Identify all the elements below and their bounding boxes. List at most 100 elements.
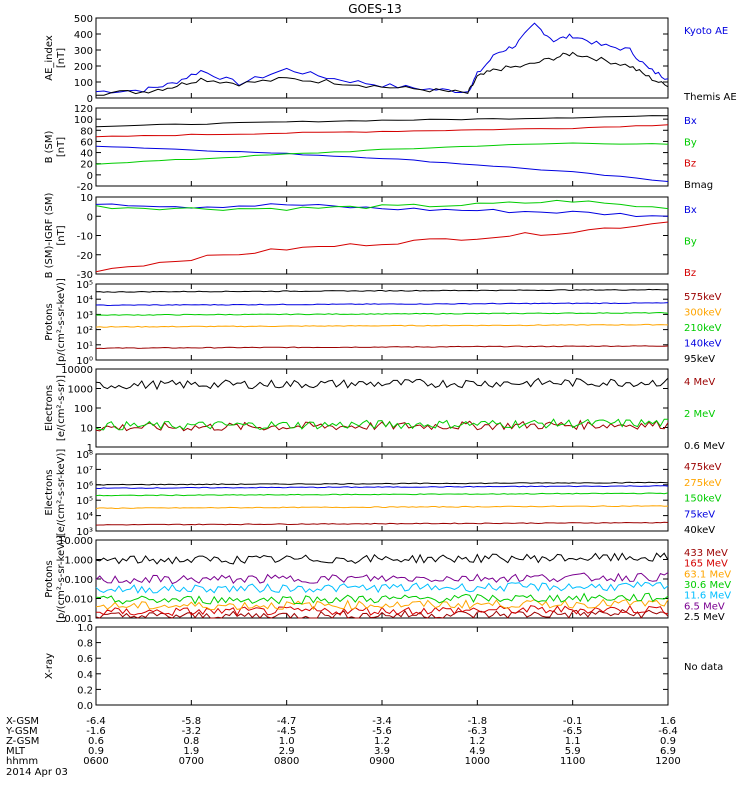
series-line-2-5-MeV [95,552,669,565]
y-axis-label: Protons [44,303,55,340]
series-line-300keV [95,323,669,328]
series-line-6-5-MeV [95,572,669,585]
series-line-150keV [95,492,669,497]
y-tick-label: 0 [87,171,93,182]
orbit-value: -1.8 [468,716,488,727]
y-tick-label: 0 [87,94,93,105]
orbit-value: -4.7 [277,716,297,727]
legend-Bmag: Bmag [684,180,713,191]
orbit-value: -4.5 [277,726,297,737]
orbit-value: 0.9 [660,736,676,747]
legend-75keV: 75keV [684,509,715,520]
legend-4-MeV: 4 MeV [684,377,715,388]
series-line-Bz [95,124,669,138]
orbit-value: -6.5 [563,726,583,737]
legend-140keV: 140keV [684,339,722,350]
series-line-75keV [95,485,669,490]
orbit-row-label: X-GSM [6,716,39,727]
legend-Themis-AE: Themis AE [683,92,737,103]
panel-frame [95,453,669,532]
orbit-value: -5.6 [372,726,392,737]
orbit-value: 1.6 [660,716,676,727]
series-line-63-1-MeV [95,598,669,611]
orbit-value: 5.9 [565,746,581,757]
orbit-value: 0900 [369,756,394,767]
orbit-value: 0.6 [88,736,104,747]
panel-frame [95,17,669,99]
y-tick-label: 200 [74,62,93,73]
y-tick-label: 20 [80,160,93,171]
orbit-value: 1.9 [183,746,199,757]
series-line-By [95,142,669,165]
orbit-value: 2.9 [279,746,295,757]
y-tick-label: 100 [74,115,93,126]
series-line-By [95,199,669,211]
series-line-4-MeV [95,419,669,432]
legend-2-MeV: 2 MeV [684,409,715,420]
orbit-value: -6.3 [468,726,488,737]
series-line-Bx [95,203,669,218]
legend-Bz: Bz [684,268,696,279]
y-tick-label: 0.8 [77,639,93,650]
legend-210keV: 210keV [684,323,722,334]
orbit-value: 4.9 [469,746,485,757]
y-tick-label: 10¹ [76,341,93,352]
y-tick-label: 120 [74,104,93,115]
legend-Bx: Bx [684,205,697,216]
legend-150keV: 150keV [684,494,722,505]
y-tick-label: 1.0 [77,623,93,634]
y-tick-label: 10⁷ [76,465,93,476]
y-axis-unit: [e/(cm²-s-sr)] [56,375,67,441]
legend-575keV: 575keV [684,292,722,303]
y-tick-label: 1 [87,443,93,454]
y-tick-label: -20 [77,182,93,193]
orbit-value: -0.1 [563,716,583,727]
series-line-Bmag [95,115,669,128]
series-line-210keV [95,311,669,316]
y-axis-label: Electrons [44,385,55,431]
y-tick-label: 40 [80,149,93,160]
y-axis-label: B (SM)-IGRF (SM) [44,193,55,279]
panel-5: 1 10 100 1000 10000 Electrons [e/(cm²-s-sr)] 4 … [44,365,725,454]
legend-Bx: Bx [684,116,697,127]
legend-6-5-MeV: 6.5 MeV [684,601,725,612]
series-line-0-6-MeV [95,377,669,391]
y-tick-label: 0.6 [77,654,93,665]
orbit-value: -3.2 [182,726,202,737]
no-data-note: No data [684,662,723,673]
y-tick-label: 1000 [68,385,93,396]
orbit-value: 0600 [83,756,108,767]
orbit-value: -1.6 [86,726,106,737]
series-line-Bx [95,145,669,182]
legend-40keV: 40keV [684,525,715,536]
series-line-475keV [95,521,669,526]
series-line-95keV [95,288,669,293]
y-axis-label: Electrons [44,469,55,515]
y-tick-label: 10⁴ [76,512,93,523]
y-axis-unit: [nT] [56,225,67,245]
y-tick-label: 10000 [61,365,93,376]
y-tick-label: 60 [80,137,93,148]
series-line-575keV [95,345,669,350]
y-tick-label: 0 [87,212,93,223]
y-axis-unit: [nT] [56,48,67,68]
panel-frame [95,283,669,361]
y-axis-label: X-ray [44,653,55,679]
y-axis-label: AE_index [44,35,55,81]
legend-11-6-MeV: 11.6 MeV [684,591,731,602]
orbit-value: -3.4 [372,716,392,727]
panel-frame [95,626,669,706]
orbit-value: -6.4 [86,716,106,727]
orbit-value: 1.1 [565,736,581,747]
orbit-row-label: Y-GSM [5,726,38,737]
panel-3: -30 -20 -10 0 10 B (SM)-IGRF (SM) [nT] Bx By Bz [44,193,697,281]
orbit-value: 1.0 [279,736,295,747]
y-tick-label: 0.100 [64,575,93,586]
orbit-row-label: Z-GSM [6,736,39,747]
legend-275keV: 275keV [684,478,722,489]
orbit-value: 3.9 [374,746,390,757]
y-tick-label: 10⁴ [76,295,93,306]
y-tick-label: 10⁵ [76,280,93,291]
y-tick-label: 0.0 [77,701,93,712]
